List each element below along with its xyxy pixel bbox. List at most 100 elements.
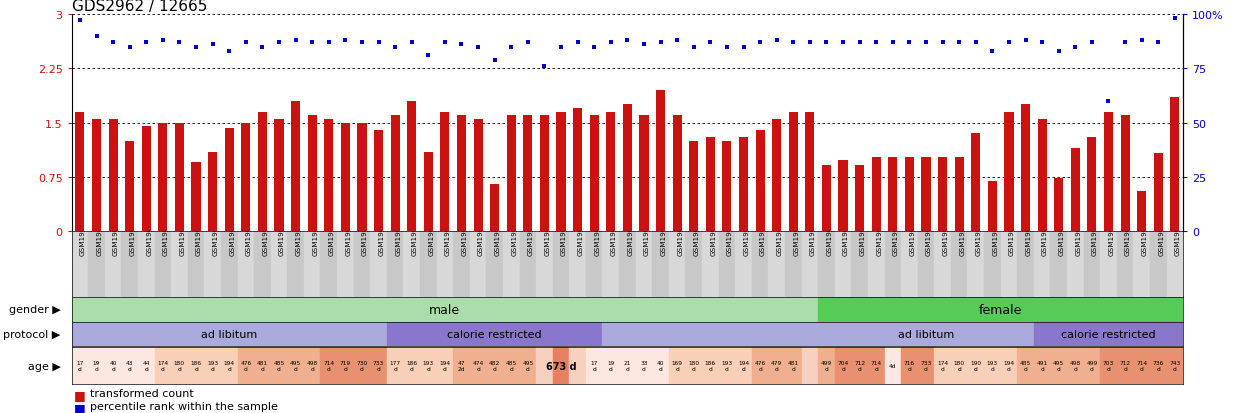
Bar [408,102,416,232]
Bar [735,232,752,298]
Text: 704
d: 704 d [837,361,848,371]
Bar [939,158,947,232]
Bar [603,232,619,298]
Bar [520,232,536,298]
Bar [619,232,636,298]
Bar [524,116,532,232]
Bar [603,347,619,385]
Bar [487,347,503,385]
Bar [818,232,835,298]
Bar [868,232,884,298]
Point [999,40,1019,46]
Bar [805,112,814,232]
Text: GSM190117: GSM190117 [362,211,368,256]
Text: 476
d: 476 d [241,361,252,371]
Text: 712
d: 712 d [1119,361,1130,371]
Bar [652,232,669,298]
Bar [453,232,469,298]
Bar [105,347,121,385]
Text: GSM190078: GSM190078 [146,211,152,256]
Text: GSM190120: GSM190120 [661,211,667,256]
Text: GSM190104: GSM190104 [876,211,882,256]
Point [816,40,836,46]
Text: 47
2d: 47 2d [458,361,466,371]
Bar [1120,116,1130,232]
Bar [1100,232,1116,298]
Bar [109,120,117,232]
Text: GSM190097: GSM190097 [760,211,766,256]
Point [634,42,653,48]
Bar [569,232,585,298]
Text: 482
d: 482 d [489,361,500,371]
Bar [984,232,1000,298]
Text: GSM190112: GSM190112 [594,211,600,256]
Text: 193
d: 193 d [987,361,998,371]
Text: GSM190082: GSM190082 [212,211,219,256]
Text: gender ▶: gender ▶ [9,305,61,315]
Point [866,40,885,46]
Bar [669,347,685,385]
Bar [589,116,599,232]
Bar [506,116,516,232]
Text: ad libitum: ad libitum [201,329,257,339]
Text: GSM190101: GSM190101 [777,211,783,256]
Bar [142,127,151,232]
Bar [619,347,636,385]
Bar [469,232,487,298]
Bar [72,322,387,346]
Text: 194
d: 194 d [1003,361,1014,371]
Bar [424,152,432,232]
Text: 40
d: 40 d [657,361,664,371]
Bar [918,232,935,298]
Bar [557,112,566,232]
Bar [752,232,768,298]
Point [800,40,820,46]
Bar [241,123,251,232]
Bar [785,232,802,298]
Text: GSM190103: GSM190103 [346,211,352,256]
Text: GSM190122: GSM190122 [163,211,169,256]
Bar [237,347,254,385]
Bar [536,347,553,385]
Bar [1021,105,1030,232]
Point [950,40,969,46]
Point [153,38,173,44]
Point [684,44,704,51]
Text: 186
d: 186 d [406,361,417,371]
Text: GSM190094: GSM190094 [462,211,468,256]
Bar [138,232,154,298]
Bar [967,347,984,385]
Bar [125,141,135,232]
Bar [1034,347,1051,385]
Bar [274,120,284,232]
Text: 19
d: 19 d [608,361,615,371]
Text: age ▶: age ▶ [27,361,61,371]
Bar [984,347,1000,385]
Bar [304,232,320,298]
Point [667,38,687,44]
Bar [204,232,221,298]
Text: 481
d: 481 d [788,361,799,371]
Point [767,38,787,44]
Point [1149,40,1168,46]
Point [983,48,1003,55]
Bar [91,120,101,232]
Bar [270,347,288,385]
Text: GSM190076: GSM190076 [395,211,401,256]
Text: GSM190111: GSM190111 [1025,211,1031,256]
Text: GSM190083: GSM190083 [743,211,750,256]
Point [136,40,156,46]
Text: 21
d: 21 d [624,361,631,371]
Bar [722,141,731,232]
Bar [370,347,387,385]
Text: GSM190123: GSM190123 [710,211,716,256]
Bar [437,347,453,385]
Text: GSM190126: GSM190126 [295,211,301,256]
Bar [453,347,469,385]
Bar [357,123,367,232]
Point [319,40,338,46]
Bar [370,232,387,298]
Text: GSM190125: GSM190125 [1058,211,1065,256]
Bar [191,163,200,232]
Text: GSM190091: GSM190091 [893,211,899,256]
